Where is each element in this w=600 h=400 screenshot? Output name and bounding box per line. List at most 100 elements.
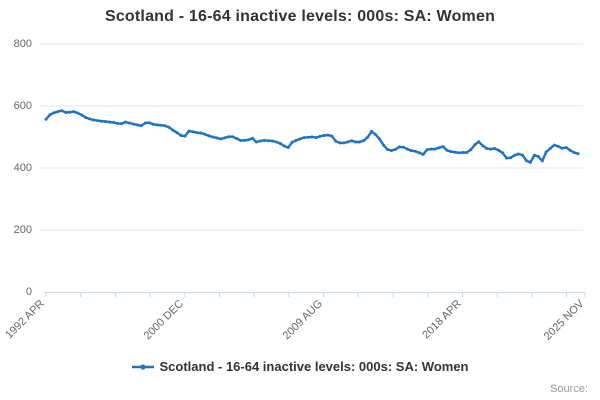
- series-marker: [48, 113, 52, 117]
- series-marker: [326, 133, 330, 137]
- series-marker: [243, 138, 246, 142]
- series-marker: [318, 134, 322, 138]
- series-marker: [564, 146, 568, 149]
- series-marker: [497, 148, 501, 152]
- series-marker: [123, 120, 127, 124]
- series-marker: [350, 139, 354, 143]
- series-marker: [358, 140, 362, 144]
- series-marker: [385, 147, 389, 151]
- legend-item[interactable]: Scotland - 16-64 inactive levels: 000s: …: [0, 359, 600, 374]
- series-marker: [449, 150, 453, 154]
- series-marker: [64, 111, 68, 114]
- series-marker: [211, 135, 215, 139]
- series-marker: [441, 145, 445, 149]
- legend-label: Scotland - 16-64 inactive levels: 000s: …: [159, 359, 469, 374]
- series-marker: [96, 119, 100, 123]
- series-marker: [437, 146, 441, 150]
- series-marker: [330, 134, 334, 138]
- series-marker: [143, 121, 147, 125]
- series-marker: [286, 146, 290, 149]
- series-marker: [116, 121, 119, 125]
- series-marker: [461, 151, 465, 154]
- series-marker: [413, 149, 417, 153]
- series-marker: [199, 131, 203, 135]
- series-marker: [370, 129, 374, 133]
- series-marker: [195, 131, 199, 135]
- series-marker: [544, 150, 548, 154]
- series-marker: [235, 137, 239, 140]
- series-marker: [223, 136, 227, 140]
- series-marker: [374, 133, 377, 136]
- series-marker: [278, 142, 282, 145]
- series-marker: [556, 144, 560, 148]
- series-marker: [207, 134, 211, 138]
- series-marker: [159, 123, 163, 127]
- series-marker: [409, 149, 413, 153]
- series-marker: [382, 143, 385, 147]
- series-marker: [505, 156, 508, 160]
- series-marker: [187, 129, 191, 133]
- series-marker: [290, 140, 294, 144]
- series-marker: [215, 136, 219, 140]
- series-marker: [155, 123, 159, 127]
- series-marker: [366, 135, 370, 139]
- series-marker: [445, 148, 449, 152]
- series-marker: [338, 141, 342, 145]
- y-axis-tick-label: 0: [25, 286, 32, 298]
- series-marker: [250, 136, 254, 140]
- series-marker: [568, 148, 572, 152]
- series-marker: [163, 124, 167, 128]
- y-axis-tick-label: 400: [13, 162, 32, 174]
- series-marker: [76, 111, 80, 115]
- series-marker: [346, 140, 350, 144]
- series-marker: [457, 151, 461, 155]
- series-marker: [219, 137, 223, 141]
- series-marker: [100, 119, 104, 123]
- series-marker: [88, 117, 92, 121]
- series-marker: [258, 139, 262, 143]
- series-marker: [401, 145, 405, 149]
- series-marker: [389, 149, 393, 153]
- series-marker: [108, 120, 111, 124]
- series-marker: [473, 143, 477, 147]
- series-marker: [378, 137, 381, 141]
- series-marker: [282, 144, 286, 148]
- series-marker: [493, 147, 497, 150]
- series-marker: [342, 141, 346, 145]
- series-marker: [254, 140, 258, 144]
- series-marker: [548, 147, 552, 150]
- source-credit: Source:: [550, 383, 588, 395]
- series-marker: [524, 159, 528, 163]
- series-marker: [179, 134, 183, 137]
- series-marker: [56, 110, 60, 114]
- series-marker: [520, 153, 524, 157]
- series-marker: [354, 140, 358, 144]
- series-marker: [477, 140, 481, 144]
- series-marker: [425, 148, 429, 152]
- series-marker: [72, 110, 76, 114]
- series-marker: [501, 151, 505, 155]
- series-marker: [485, 147, 489, 150]
- series-marker: [84, 116, 88, 119]
- series-marker: [231, 135, 235, 139]
- series-marker: [453, 150, 457, 154]
- series-marker: [397, 145, 401, 149]
- series-marker: [191, 130, 195, 134]
- series-marker: [393, 147, 397, 151]
- series-marker: [151, 122, 155, 126]
- series-marker: [203, 132, 207, 136]
- series-marker: [552, 143, 556, 147]
- y-axis-tick-label: 200: [13, 224, 32, 236]
- series-marker: [247, 138, 250, 142]
- series-marker: [536, 155, 540, 158]
- series-marker: [310, 135, 314, 139]
- series-marker: [540, 159, 544, 163]
- y-axis-tick-label: 800: [13, 38, 32, 50]
- series-marker: [92, 118, 96, 122]
- series-marker: [68, 110, 72, 114]
- y-axis-tick-label: 600: [13, 100, 32, 112]
- series-marker: [44, 117, 48, 121]
- series-marker: [227, 135, 231, 139]
